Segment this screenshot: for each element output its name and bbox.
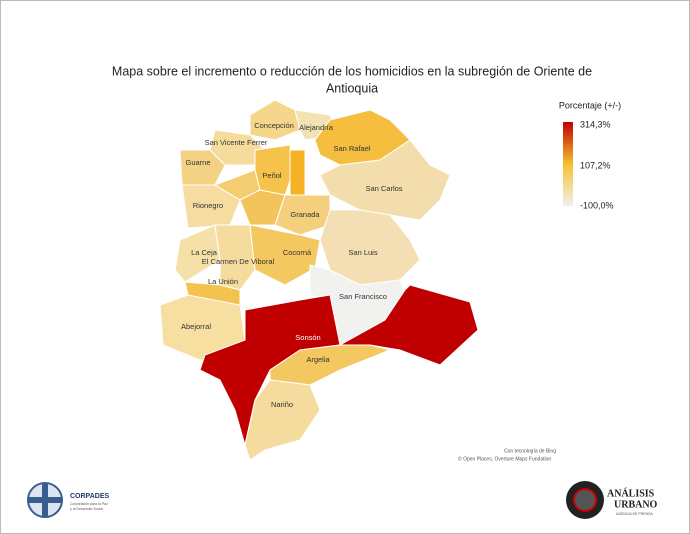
logo-text: AGENCIA DE PRENSA xyxy=(616,512,653,516)
attribution: Con tecnología de Bing xyxy=(504,448,556,454)
municipality xyxy=(319,209,421,286)
legend: Porcentaje (+/-) 314,3% 107,2% -100,0% xyxy=(559,100,621,210)
region-label: El Carmen De Viboral xyxy=(202,257,275,266)
legend-label: 107,2% xyxy=(580,160,611,170)
legend-gradient xyxy=(563,122,573,206)
logo-text: Corporación para la Paz xyxy=(70,502,108,506)
municipality xyxy=(174,224,221,283)
logo-right: ANÁLISIS URBANO AGENCIA DE PRENSA xyxy=(566,481,658,519)
region-labels: Concepción Alejandría San Rafael San Car… xyxy=(181,121,403,409)
region-label: San Luis xyxy=(348,248,377,257)
municipality xyxy=(269,344,392,386)
region-label: La Ceja xyxy=(191,248,218,257)
municipality xyxy=(239,189,286,226)
map xyxy=(159,99,479,461)
logo-text: CORPADES xyxy=(70,493,109,500)
region-label: Guarne xyxy=(185,158,210,167)
municipality xyxy=(289,149,306,196)
region-label: Argelia xyxy=(306,355,330,364)
logo-left: CORPADES Corporación para la Paz y el De… xyxy=(27,482,109,518)
municipality xyxy=(319,139,451,221)
logo-text: y el Desarrollo Social xyxy=(70,507,103,511)
region-label: San Vicente Ferrer xyxy=(205,138,268,147)
region-label: Alejandría xyxy=(299,123,334,132)
municipality xyxy=(244,379,321,461)
municipality xyxy=(181,184,241,229)
region-label: Peñol xyxy=(262,171,282,180)
legend-label: 314,3% xyxy=(580,119,611,129)
region-label: La Unión xyxy=(208,277,238,286)
logo-text: ANÁLISIS xyxy=(607,487,655,499)
region-label: Rionegro xyxy=(193,201,223,210)
municipality xyxy=(179,149,226,186)
region-label: Sonsón xyxy=(295,333,320,342)
attribution: © Open Places, Overture Maps Fundation xyxy=(458,455,551,462)
legend-label: -100,0% xyxy=(580,200,614,210)
region-label: Concepción xyxy=(254,121,294,130)
title: Antioquia xyxy=(326,81,378,95)
municipality xyxy=(338,284,479,366)
region-label: San Francisco xyxy=(339,292,387,301)
region-label: Cocorná xyxy=(283,248,312,257)
legend-title: Porcentaje (+/-) xyxy=(559,100,621,110)
region-label: San Rafael xyxy=(333,144,370,153)
logo-text: URBANO xyxy=(614,499,658,510)
title: Mapa sobre el incremento o reducción de … xyxy=(112,64,592,78)
region-label: San Carlos xyxy=(365,184,402,193)
region-label: Nariño xyxy=(271,400,293,409)
region-label: Abejorral xyxy=(181,322,211,331)
region-label: Granada xyxy=(290,210,320,219)
